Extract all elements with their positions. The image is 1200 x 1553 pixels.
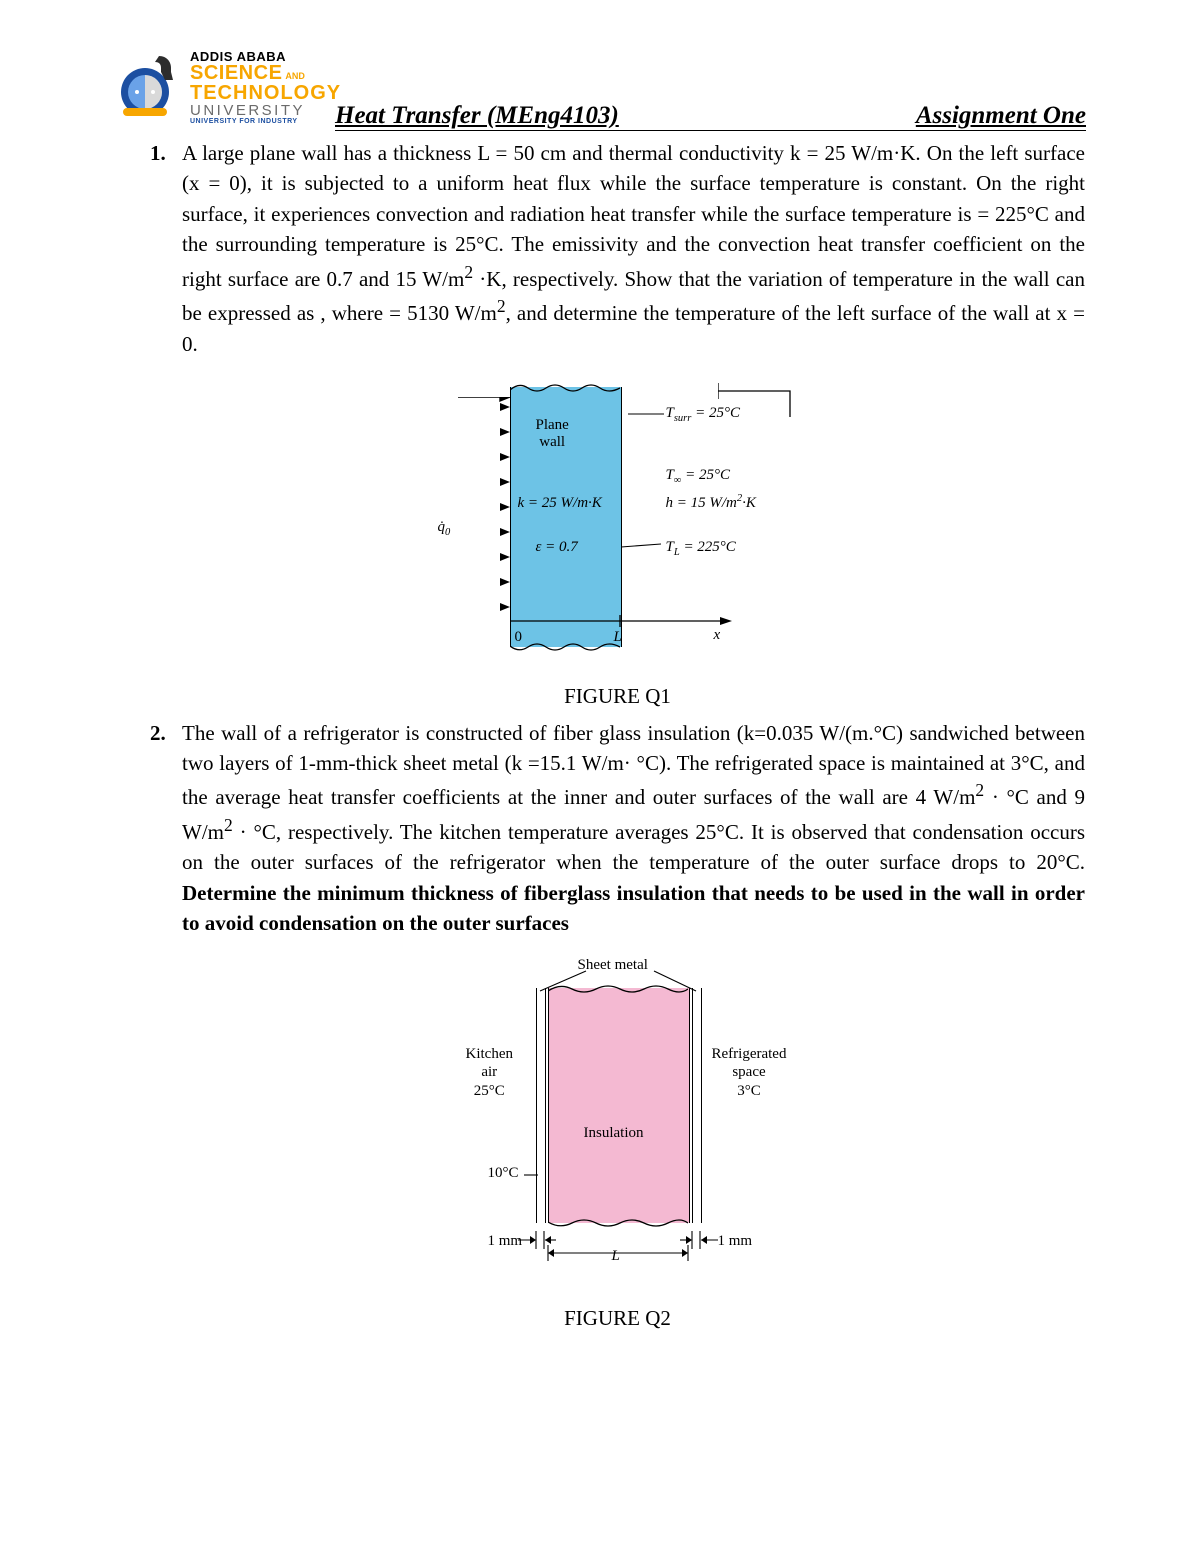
q1-tsurr-pointer	[628, 410, 668, 418]
q1-axis-L: L	[614, 627, 622, 649]
logo-line3: TECHNOLOGY	[190, 83, 341, 103]
q1-axis-x: x	[714, 625, 721, 647]
question-2: 2. The wall of a refrigerator is constru…	[150, 718, 1085, 939]
q1-wall-label: Planewall	[536, 417, 569, 450]
q1-tl-pointer	[621, 537, 666, 551]
logo-line4: UNIVERSITY	[190, 103, 341, 118]
q1-tinf-label: T∞ = 25°C	[666, 465, 730, 488]
q2-number: 2.	[150, 718, 182, 939]
q2-bottom-edge	[548, 1217, 688, 1229]
q2-1mm-left: 1 mm	[488, 1231, 523, 1253]
q2-metal-right	[692, 988, 702, 1223]
q2-kitchen-label: Kitchenair25°C	[466, 1045, 513, 1101]
q2-10c-label: 10°C	[488, 1163, 519, 1185]
logo-line2: SCIENCEAND	[190, 63, 341, 83]
q2-L-label: L	[612, 1246, 620, 1268]
q2-1mm-right: 1 mm	[718, 1231, 753, 1253]
q1-bottom-edge	[510, 641, 620, 653]
q1-top-edge	[510, 381, 620, 393]
q2-text: The wall of a refrigerator is constructe…	[182, 718, 1085, 939]
q1-axis-0: 0	[515, 627, 523, 649]
q1-flux-arrows-icon	[458, 397, 510, 647]
q1-q0-label: q̇0	[438, 517, 451, 540]
course-title: Heat Transfer (MEng4103)	[335, 102, 619, 130]
q1-number: 1.	[150, 138, 182, 359]
q1-x-axis-icon	[510, 615, 740, 635]
q2-10c-pointer	[524, 1171, 540, 1179]
q1-tsurr-label: Tsurr = 25°C	[666, 403, 741, 426]
q1-tl-label: TL = 225°C	[666, 537, 736, 560]
q1-text: A large plane wall has a thickness L = 5…	[182, 138, 1085, 359]
assignment-title: Assignment One	[916, 102, 1086, 130]
q2-refrig-label: Refrigeratedspace3°C	[712, 1045, 787, 1101]
q1-k-label: k = 25 W/m·K	[518, 493, 602, 515]
figure-q1-caption: FIGURE Q1	[150, 681, 1085, 711]
university-name: ADDIS ABABA SCIENCEAND TECHNOLOGY UNIVER…	[190, 50, 341, 125]
q1-eps-label: ε = 0.7	[536, 537, 578, 559]
q2-insulation	[548, 988, 690, 1223]
page-header: ADDIS ABABA SCIENCEAND TECHNOLOGY UNIVER…	[115, 50, 1085, 135]
logo-line5: UNIVERSITY FOR INDUSTRY	[190, 118, 341, 125]
q1-h-label: h = 15 W/m2·K	[666, 491, 756, 515]
title-bar: Heat Transfer (MEng4103) Assignment One	[335, 100, 1086, 131]
page: ADDIS ABABA SCIENCEAND TECHNOLOGY UNIVER…	[0, 0, 1200, 1553]
question-1: 1. A large plane wall has a thickness L …	[150, 138, 1085, 359]
figure-q2-caption: FIGURE Q2	[150, 1303, 1085, 1333]
figure-q2: Sheet metal Kitchenair25°C Refrigerateds…	[428, 953, 808, 1293]
q2-insulation-label: Insulation	[584, 1123, 644, 1145]
q2-sheet-metal-pointer	[536, 967, 706, 997]
q2-metal-left	[536, 988, 546, 1223]
document-body: 1. A large plane wall has a thickness L …	[150, 138, 1085, 1333]
figure-q1: q̇0 Planewall k = 25 W/m·K ε = 0.7 Tsurr…	[418, 377, 818, 677]
university-logo-icon	[115, 50, 185, 120]
